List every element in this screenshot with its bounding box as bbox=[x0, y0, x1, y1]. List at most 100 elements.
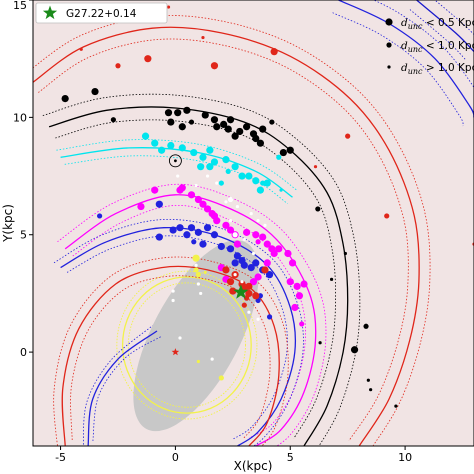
maser-point bbox=[291, 303, 299, 312]
maser-point bbox=[213, 123, 221, 131]
maser-point bbox=[345, 133, 351, 139]
maser-point bbox=[229, 287, 237, 295]
maser-point bbox=[171, 289, 175, 293]
maser-point bbox=[240, 280, 244, 284]
maser-point bbox=[224, 200, 228, 204]
maser-point bbox=[201, 111, 209, 119]
maser-point bbox=[167, 141, 175, 150]
maser-point bbox=[243, 123, 251, 131]
maser-point bbox=[241, 302, 247, 308]
maser-point bbox=[194, 263, 198, 267]
maser-point bbox=[284, 249, 292, 258]
maser-point bbox=[227, 196, 234, 203]
maser-point bbox=[192, 254, 200, 262]
maser-point bbox=[233, 273, 237, 277]
maser-point bbox=[232, 232, 238, 238]
axes: -5 0 5 10 0 5 10 15 bbox=[13, 0, 412, 464]
maser-point bbox=[329, 277, 334, 281]
maser-point bbox=[343, 251, 347, 256]
maser-point bbox=[210, 357, 214, 361]
maser-point bbox=[210, 116, 219, 124]
maser-point bbox=[110, 117, 116, 123]
maser-point bbox=[166, 5, 171, 9]
maser-point bbox=[199, 240, 207, 248]
sun-marker bbox=[168, 154, 182, 168]
maser-point bbox=[215, 181, 219, 185]
legend-size-marker bbox=[386, 42, 392, 48]
spiral-arm-8-width-outer bbox=[83, 325, 153, 446]
spiral-arm-0 bbox=[48, 106, 349, 446]
maser-point bbox=[249, 212, 253, 216]
maser-point bbox=[231, 132, 239, 140]
maser-point bbox=[167, 118, 175, 126]
maser-point bbox=[231, 163, 239, 171]
maser-point bbox=[363, 323, 369, 329]
maser-point bbox=[243, 228, 251, 236]
plot-area bbox=[33, 0, 474, 446]
maser-point bbox=[206, 163, 214, 171]
legend-size-label: dunc < 0.5 Kpc bbox=[401, 17, 474, 31]
maser-point bbox=[236, 127, 244, 136]
maser-point bbox=[231, 259, 239, 267]
maser-point bbox=[255, 239, 261, 245]
maser-point bbox=[224, 125, 232, 133]
maser-point bbox=[203, 205, 212, 213]
maser-point bbox=[213, 217, 221, 225]
maser-point bbox=[188, 119, 195, 125]
maser-point bbox=[155, 233, 163, 241]
maser-point bbox=[225, 168, 231, 174]
maser-point bbox=[252, 134, 260, 143]
legend-target-star bbox=[42, 5, 58, 20]
maser-point bbox=[235, 204, 240, 209]
maser-point bbox=[91, 87, 99, 96]
maser-point bbox=[266, 314, 273, 320]
maser-point bbox=[187, 191, 196, 199]
maser-point bbox=[244, 295, 250, 301]
spiral-arm-8 bbox=[87, 330, 158, 446]
maser-point bbox=[137, 202, 145, 211]
maser-point bbox=[193, 267, 199, 273]
spiral-arm-4 bbox=[33, 26, 420, 446]
legend-size-marker bbox=[387, 65, 391, 69]
spiral-arm-6-width-inner bbox=[332, 12, 464, 127]
maser-point bbox=[286, 278, 294, 286]
maser-point bbox=[178, 123, 186, 131]
maser-point bbox=[369, 388, 373, 392]
spiral-arm-3 bbox=[60, 226, 297, 446]
maser-point bbox=[245, 172, 253, 180]
maser-point bbox=[201, 35, 205, 40]
maser-point bbox=[256, 186, 264, 194]
spiral-arm-1-width-inner bbox=[64, 155, 288, 205]
maser-point bbox=[259, 125, 267, 133]
legend-target-box bbox=[35, 2, 168, 24]
maser-point bbox=[394, 404, 398, 408]
maser-point bbox=[270, 249, 278, 258]
maser-point bbox=[233, 252, 242, 260]
maser-point bbox=[256, 139, 264, 147]
spiral-arm-7 bbox=[416, 0, 474, 53]
y-tick-label: 0 bbox=[20, 346, 27, 359]
maser-point bbox=[270, 48, 278, 56]
maser-point bbox=[178, 184, 186, 192]
maser-point bbox=[384, 213, 390, 219]
y-axis-label: Y(kpc) bbox=[1, 204, 15, 243]
maser-point bbox=[115, 63, 121, 69]
maser-point bbox=[155, 200, 163, 208]
legend-target-label: G27.22+0.14 bbox=[66, 8, 137, 20]
maser-point bbox=[194, 228, 202, 236]
legend: G27.22+0.14 dunc < 0.5 Kpc dunc < 1.0 Kpc d… bbox=[35, 2, 474, 76]
spiral-arm-5-width-outer bbox=[53, 256, 289, 446]
legend-size-label: dunc < 1.0 Kpc bbox=[401, 40, 474, 54]
maser-point bbox=[252, 292, 260, 300]
maser-point bbox=[169, 226, 177, 234]
ring-3kpc-width bbox=[127, 282, 246, 408]
maser-point bbox=[196, 282, 200, 286]
maser-point bbox=[217, 242, 225, 251]
maser-point bbox=[61, 94, 69, 103]
x-tick-label: 10 bbox=[398, 451, 412, 464]
maser-point bbox=[220, 120, 228, 129]
maser-point bbox=[178, 144, 186, 152]
maser-point bbox=[247, 264, 255, 272]
maser-point bbox=[238, 172, 246, 180]
spiral-arm-3-width-inner bbox=[66, 235, 288, 440]
